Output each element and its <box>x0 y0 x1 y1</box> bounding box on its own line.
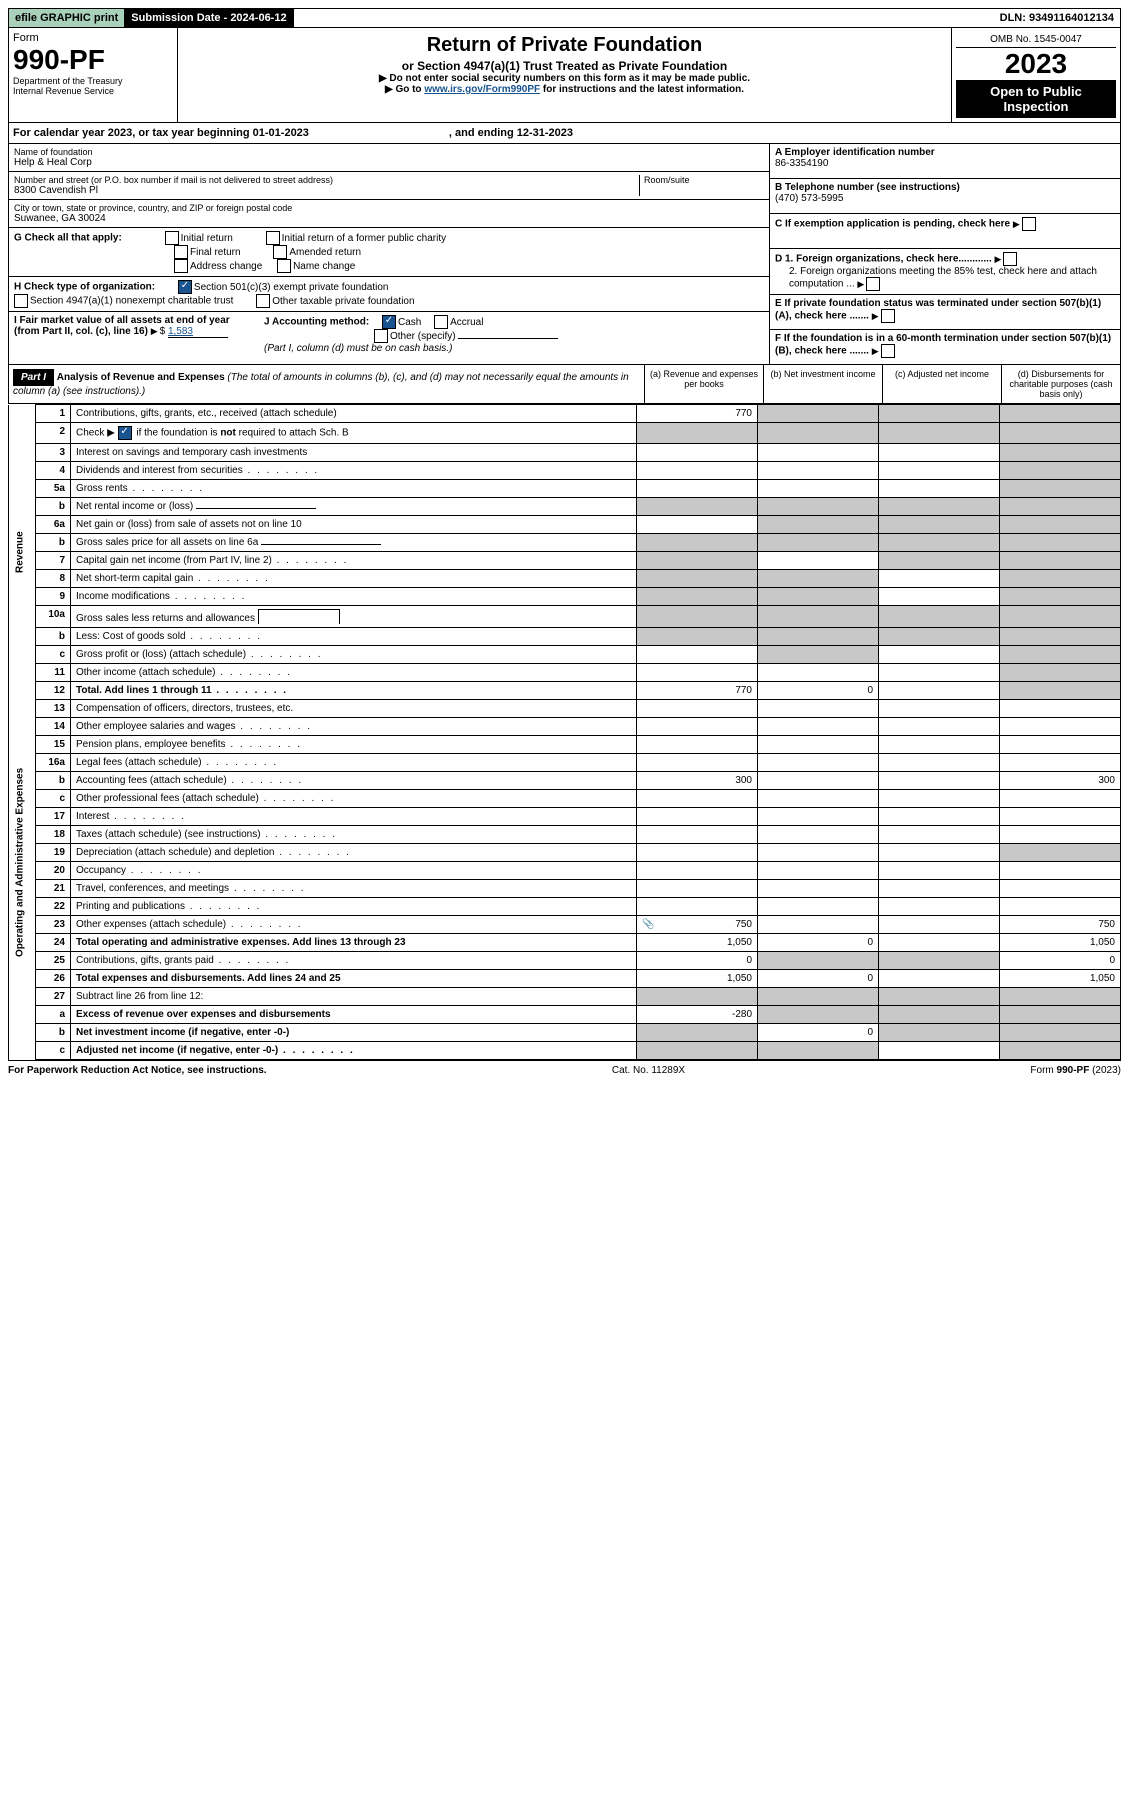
fmv-link[interactable]: 1,583 <box>168 326 228 338</box>
page-footer: For Paperwork Reduction Act Notice, see … <box>8 1060 1121 1080</box>
form-header: Form 990-PF Department of the Treasury I… <box>8 28 1121 123</box>
g-label: G Check all that apply: <box>14 233 122 244</box>
room-label: Room/suite <box>644 175 764 185</box>
note-url: ▶ Go to www.irs.gov/Form990PF for instru… <box>182 84 947 95</box>
name-label: Name of foundation <box>14 147 764 157</box>
d2-label: 2. Foreign organizations meeting the 85%… <box>789 266 1097 290</box>
j-label: J Accounting method: <box>264 317 369 328</box>
col-c-header: (c) Adjusted net income <box>882 365 1001 403</box>
foundation-name: Help & Heal Corp <box>14 157 764 168</box>
efile-print-button[interactable]: efile GRAPHIC print <box>9 9 125 27</box>
address: 8300 Cavendish Pl <box>14 185 639 196</box>
submission-date: Submission Date - 2024-06-12 <box>125 9 293 27</box>
info-grid: Name of foundation Help & Heal Corp Numb… <box>8 144 1121 365</box>
name-change-checkbox[interactable] <box>277 259 291 273</box>
initial-former-checkbox[interactable] <box>266 231 280 245</box>
note-ssn: ▶ Do not enter social security numbers o… <box>182 73 947 84</box>
dln-label: DLN: 93491164012134 <box>994 9 1120 27</box>
a-label: A Employer identification number <box>775 147 1115 158</box>
revenue-side-label: Revenue <box>9 405 36 700</box>
city-value: Suwanee, GA 30024 <box>14 213 764 224</box>
other-taxable-checkbox[interactable] <box>256 294 270 308</box>
501c3-checkbox[interactable]: ✓ <box>178 280 192 294</box>
addr-label: Number and street (or P.O. box number if… <box>14 175 639 185</box>
sch-b-checkbox[interactable]: ✓ <box>118 426 132 440</box>
footer-form: Form 990-PF (2023) <box>1030 1065 1121 1076</box>
expenses-side-label: Operating and Administrative Expenses <box>9 700 36 1024</box>
d1-checkbox[interactable] <box>1003 252 1017 266</box>
c-label: C If exemption application is pending, c… <box>775 219 1010 230</box>
form-label: Form <box>13 32 173 44</box>
j-note: (Part I, column (d) must be on cash basi… <box>264 343 452 354</box>
final-return-checkbox[interactable] <box>174 245 188 259</box>
amended-checkbox[interactable] <box>273 245 287 259</box>
open-public-badge: Open to Public Inspection <box>956 80 1116 118</box>
d1-label: D 1. Foreign organizations, check here..… <box>775 254 992 265</box>
e-checkbox[interactable] <box>881 309 895 323</box>
f-checkbox[interactable] <box>881 344 895 358</box>
col-d-header: (d) Disbursements for charitable purpose… <box>1001 365 1120 403</box>
dept-label: Department of the Treasury <box>13 76 173 86</box>
b-label: B Telephone number (see instructions) <box>775 182 1115 193</box>
top-bar: efile GRAPHIC print Submission Date - 20… <box>8 8 1121 28</box>
footer-catno: Cat. No. 11289X <box>612 1065 685 1076</box>
col-b-header: (b) Net investment income <box>763 365 882 403</box>
4947-checkbox[interactable] <box>14 294 28 308</box>
part1-title: Analysis of Revenue and Expenses <box>57 372 225 383</box>
e-label: E If private foundation status was termi… <box>775 298 1101 322</box>
cash-checkbox[interactable]: ✓ <box>382 315 396 329</box>
accrual-checkbox[interactable] <box>434 315 448 329</box>
form-title: Return of Private Foundation <box>182 34 947 57</box>
part1-table: Revenue 1Contributions, gifts, grants, e… <box>8 404 1121 1060</box>
part1-header-row: Part I Analysis of Revenue and Expenses … <box>8 365 1121 404</box>
d2-checkbox[interactable] <box>866 277 880 291</box>
form-code: 990-PF <box>13 44 173 76</box>
form990pf-link[interactable]: www.irs.gov/Form990PF <box>424 84 540 95</box>
tax-year: 2023 <box>956 48 1116 80</box>
ein-value: 86-3354190 <box>775 158 1115 169</box>
initial-return-checkbox[interactable] <box>165 231 179 245</box>
city-label: City or town, state or province, country… <box>14 203 764 213</box>
h-label: H Check type of organization: <box>14 282 155 293</box>
omb-number: OMB No. 1545-0047 <box>956 32 1116 48</box>
other-method-checkbox[interactable] <box>374 329 388 343</box>
calendar-year-row: For calendar year 2023, or tax year begi… <box>8 123 1121 144</box>
address-change-checkbox[interactable] <box>174 259 188 273</box>
part1-label: Part I <box>13 369 54 386</box>
phone-value: (470) 573-5995 <box>775 193 1115 204</box>
f-label: F If the foundation is in a 60-month ter… <box>775 333 1111 357</box>
attachment-icon[interactable]: 📎 <box>642 919 654 930</box>
irs-label: Internal Revenue Service <box>13 86 173 96</box>
form-subtitle: or Section 4947(a)(1) Trust Treated as P… <box>182 59 947 73</box>
footer-left: For Paperwork Reduction Act Notice, see … <box>8 1065 267 1076</box>
col-a-header: (a) Revenue and expenses per books <box>644 365 763 403</box>
c-checkbox[interactable] <box>1022 217 1036 231</box>
